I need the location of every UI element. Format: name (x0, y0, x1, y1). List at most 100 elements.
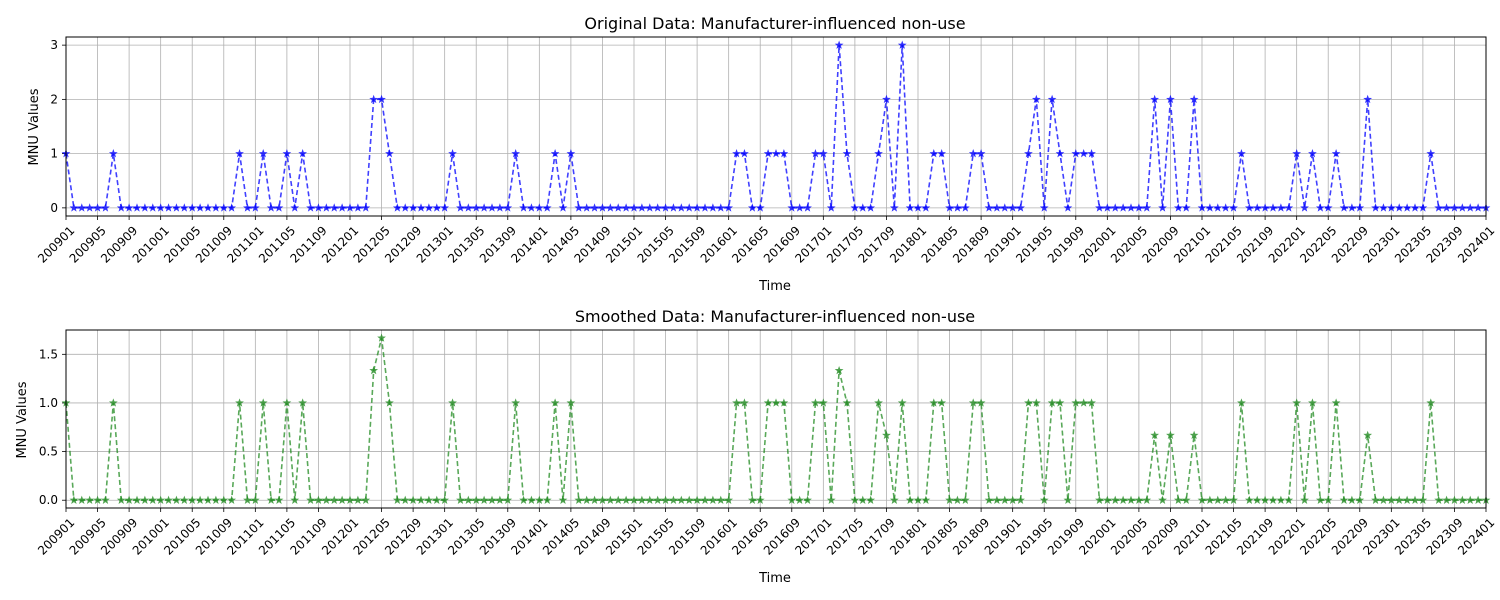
data-point (921, 203, 931, 212)
data-point (826, 495, 836, 504)
data-point (1229, 203, 1238, 212)
data-point (558, 495, 568, 504)
data-point (637, 495, 647, 504)
data-point (124, 495, 134, 504)
data-point (156, 495, 166, 504)
data-point (361, 203, 371, 212)
data-point (1410, 495, 1420, 504)
data-point (243, 203, 252, 212)
data-point (1063, 203, 1073, 212)
data-point (779, 149, 789, 158)
data-point (1465, 203, 1475, 212)
data-point (1166, 94, 1175, 104)
data-point (937, 149, 947, 158)
data-point (495, 203, 505, 212)
data-point (85, 203, 95, 212)
data-point (282, 398, 292, 407)
data-point (732, 149, 741, 158)
data-point (479, 495, 489, 504)
y-tick-label: 0.0 (39, 493, 58, 507)
data-point (108, 398, 118, 407)
data-point (716, 203, 726, 212)
data-point (400, 203, 410, 212)
data-point (203, 203, 213, 212)
data-point (992, 495, 1002, 504)
data-point (1284, 495, 1294, 504)
data-point (124, 203, 134, 212)
data-point (369, 365, 379, 375)
data-point (298, 398, 308, 407)
data-point (1008, 495, 1018, 504)
data-point (534, 495, 544, 504)
data-point (487, 495, 497, 504)
data-point (392, 203, 402, 212)
data-point (1394, 495, 1404, 504)
data-point (645, 495, 655, 504)
data-point (1465, 495, 1475, 504)
data-point (219, 203, 229, 212)
data-point (1110, 203, 1120, 212)
data-point (1221, 203, 1231, 212)
data-point (811, 149, 820, 158)
data-point (1134, 495, 1144, 504)
data-point (321, 203, 331, 212)
data-point (235, 149, 244, 158)
data-point (534, 203, 544, 212)
data-point (1442, 203, 1451, 212)
data-point (1095, 203, 1104, 212)
data-point (164, 203, 173, 212)
data-point (385, 398, 394, 407)
data-point (392, 495, 402, 504)
data-point (550, 398, 560, 407)
data-point (1450, 203, 1459, 212)
data-point (598, 203, 607, 212)
data-point (416, 495, 426, 504)
data-point (1268, 203, 1278, 212)
data-point (369, 94, 379, 104)
data-point (258, 149, 268, 158)
data-point (1071, 398, 1081, 407)
data-point (692, 495, 702, 504)
data-point (960, 203, 970, 212)
smoothed-data-chart: Smoothed Data: Manufacturer-influenced n… (15, 307, 1497, 586)
data-point (669, 495, 678, 504)
data-point (211, 495, 221, 504)
data-point (187, 203, 197, 212)
data-point (1426, 149, 1436, 158)
data-point (1268, 495, 1278, 504)
data-point (1024, 149, 1033, 158)
data-point (235, 398, 244, 407)
series-line (65, 337, 1486, 502)
data-point (416, 203, 426, 212)
data-point (1379, 495, 1388, 504)
data-point (755, 495, 765, 504)
data-point (140, 495, 150, 504)
data-point (1142, 203, 1152, 212)
data-point (306, 203, 315, 212)
data-point (1260, 495, 1270, 504)
data-point (1008, 203, 1018, 212)
data-point (1347, 495, 1357, 504)
data-point (1473, 203, 1483, 212)
data-point (787, 495, 797, 504)
data-point (629, 495, 639, 504)
data-point (1252, 203, 1262, 212)
data-point (314, 203, 323, 212)
data-point (968, 398, 978, 407)
data-point (1323, 495, 1333, 504)
data-point (211, 203, 221, 212)
data-point (905, 203, 915, 212)
data-point (93, 203, 102, 212)
data-point (1031, 398, 1041, 407)
data-point (992, 203, 1002, 212)
data-point (172, 495, 181, 504)
y-axis-label: MNU Values (15, 381, 30, 458)
data-point (1173, 203, 1183, 212)
data-point (1402, 203, 1412, 212)
data-point (258, 398, 268, 407)
chart-title: Smoothed Data: Manufacturer-influenced n… (575, 307, 975, 326)
data-point (290, 495, 300, 504)
data-point (172, 203, 181, 212)
data-point (337, 495, 347, 504)
data-point (558, 203, 568, 212)
